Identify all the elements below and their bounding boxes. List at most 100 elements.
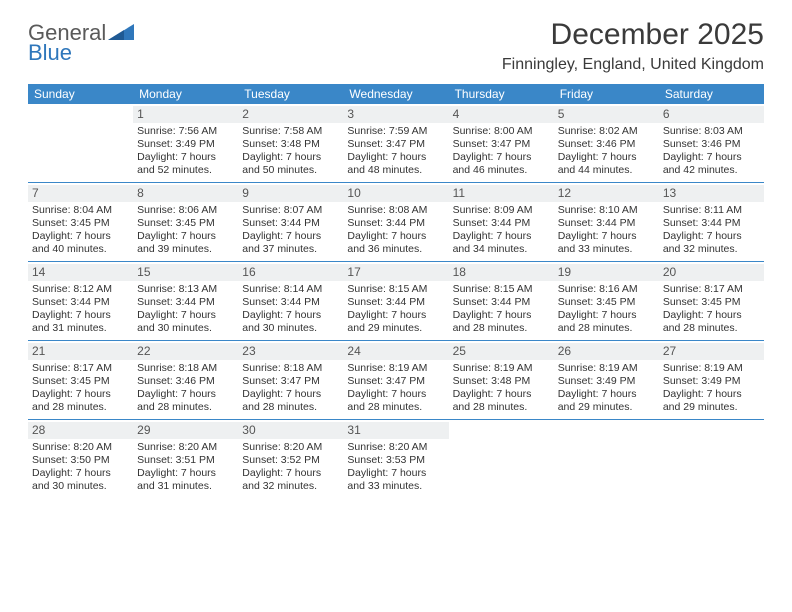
day-number: 19 xyxy=(554,264,659,281)
daylight-text: and 30 minutes. xyxy=(32,480,129,493)
sunrise-text: Sunrise: 8:02 AM xyxy=(558,125,655,138)
day-cell: 5Sunrise: 8:02 AMSunset: 3:46 PMDaylight… xyxy=(554,104,659,182)
sunset-text: Sunset: 3:44 PM xyxy=(453,217,550,230)
day-cell: 12Sunrise: 8:10 AMSunset: 3:44 PMDayligh… xyxy=(554,183,659,261)
daylight-text: and 30 minutes. xyxy=(242,322,339,335)
daylight-text: Daylight: 7 hours xyxy=(137,388,234,401)
sunset-text: Sunset: 3:51 PM xyxy=(137,454,234,467)
page-header: General Blue December 2025 Finningley, E… xyxy=(28,18,764,74)
sunset-text: Sunset: 3:47 PM xyxy=(242,375,339,388)
sunrise-text: Sunrise: 8:18 AM xyxy=(242,362,339,375)
day-cell: 25Sunrise: 8:19 AMSunset: 3:48 PMDayligh… xyxy=(449,341,554,419)
daylight-text: Daylight: 7 hours xyxy=(242,230,339,243)
day-number: 31 xyxy=(343,422,448,439)
daylight-text: Daylight: 7 hours xyxy=(242,388,339,401)
day-cell xyxy=(659,420,764,498)
sunrise-text: Sunrise: 8:20 AM xyxy=(137,441,234,454)
day-number: 11 xyxy=(449,185,554,202)
day-number: 21 xyxy=(28,343,133,360)
sunset-text: Sunset: 3:47 PM xyxy=(347,375,444,388)
daylight-text: Daylight: 7 hours xyxy=(137,151,234,164)
daylight-text: Daylight: 7 hours xyxy=(32,388,129,401)
daylight-text: Daylight: 7 hours xyxy=(347,467,444,480)
sunrise-text: Sunrise: 8:17 AM xyxy=(32,362,129,375)
day-number: 6 xyxy=(659,106,764,123)
daylight-text: and 46 minutes. xyxy=(453,164,550,177)
daylight-text: Daylight: 7 hours xyxy=(242,467,339,480)
daylight-text: and 50 minutes. xyxy=(242,164,339,177)
calendar-grid: Sunday Monday Tuesday Wednesday Thursday… xyxy=(28,84,764,498)
day-cell: 21Sunrise: 8:17 AMSunset: 3:45 PMDayligh… xyxy=(28,341,133,419)
day-header: Friday xyxy=(554,84,659,104)
day-number: 14 xyxy=(28,264,133,281)
sunrise-text: Sunrise: 7:59 AM xyxy=(347,125,444,138)
day-number: 24 xyxy=(343,343,448,360)
daylight-text: and 28 minutes. xyxy=(663,322,760,335)
day-number: 20 xyxy=(659,264,764,281)
daylight-text: Daylight: 7 hours xyxy=(453,388,550,401)
sunrise-text: Sunrise: 7:58 AM xyxy=(242,125,339,138)
sunrise-text: Sunrise: 8:16 AM xyxy=(558,283,655,296)
sunrise-text: Sunrise: 8:04 AM xyxy=(32,204,129,217)
sunset-text: Sunset: 3:44 PM xyxy=(347,296,444,309)
day-number: 17 xyxy=(343,264,448,281)
day-cell xyxy=(28,104,133,182)
daylight-text: and 37 minutes. xyxy=(242,243,339,256)
calendar-page: General Blue December 2025 Finningley, E… xyxy=(0,0,792,498)
sunrise-text: Sunrise: 8:11 AM xyxy=(663,204,760,217)
sunrise-text: Sunrise: 8:09 AM xyxy=(453,204,550,217)
page-title: December 2025 xyxy=(502,18,764,52)
sunset-text: Sunset: 3:47 PM xyxy=(347,138,444,151)
daylight-text: Daylight: 7 hours xyxy=(347,230,444,243)
daylight-text: Daylight: 7 hours xyxy=(242,309,339,322)
day-number: 10 xyxy=(343,185,448,202)
day-cell: 22Sunrise: 8:18 AMSunset: 3:46 PMDayligh… xyxy=(133,341,238,419)
day-header: Sunday xyxy=(28,84,133,104)
daylight-text: and 48 minutes. xyxy=(347,164,444,177)
day-cell xyxy=(449,420,554,498)
sunset-text: Sunset: 3:44 PM xyxy=(558,217,655,230)
daylight-text: and 28 minutes. xyxy=(558,322,655,335)
sunset-text: Sunset: 3:45 PM xyxy=(32,217,129,230)
daylight-text: Daylight: 7 hours xyxy=(347,151,444,164)
daylight-text: and 44 minutes. xyxy=(558,164,655,177)
sunrise-text: Sunrise: 8:20 AM xyxy=(32,441,129,454)
sunrise-text: Sunrise: 8:13 AM xyxy=(137,283,234,296)
day-header: Monday xyxy=(133,84,238,104)
sunset-text: Sunset: 3:45 PM xyxy=(663,296,760,309)
sunrise-text: Sunrise: 8:06 AM xyxy=(137,204,234,217)
daylight-text: and 28 minutes. xyxy=(453,322,550,335)
week-row: 28Sunrise: 8:20 AMSunset: 3:50 PMDayligh… xyxy=(28,420,764,498)
day-cell: 23Sunrise: 8:18 AMSunset: 3:47 PMDayligh… xyxy=(238,341,343,419)
sunrise-text: Sunrise: 8:15 AM xyxy=(347,283,444,296)
daylight-text: Daylight: 7 hours xyxy=(32,467,129,480)
day-cell: 3Sunrise: 7:59 AMSunset: 3:47 PMDaylight… xyxy=(343,104,448,182)
daylight-text: Daylight: 7 hours xyxy=(137,467,234,480)
day-cell: 29Sunrise: 8:20 AMSunset: 3:51 PMDayligh… xyxy=(133,420,238,498)
sunset-text: Sunset: 3:44 PM xyxy=(137,296,234,309)
daylight-text: Daylight: 7 hours xyxy=(663,151,760,164)
sunset-text: Sunset: 3:44 PM xyxy=(242,217,339,230)
sunrise-text: Sunrise: 8:10 AM xyxy=(558,204,655,217)
day-cell: 19Sunrise: 8:16 AMSunset: 3:45 PMDayligh… xyxy=(554,262,659,340)
day-cell: 24Sunrise: 8:19 AMSunset: 3:47 PMDayligh… xyxy=(343,341,448,419)
week-row: 14Sunrise: 8:12 AMSunset: 3:44 PMDayligh… xyxy=(28,262,764,341)
sunset-text: Sunset: 3:45 PM xyxy=(137,217,234,230)
daylight-text: and 33 minutes. xyxy=(347,480,444,493)
day-number: 4 xyxy=(449,106,554,123)
day-cell: 13Sunrise: 8:11 AMSunset: 3:44 PMDayligh… xyxy=(659,183,764,261)
week-row: 21Sunrise: 8:17 AMSunset: 3:45 PMDayligh… xyxy=(28,341,764,420)
day-number: 2 xyxy=(238,106,343,123)
sunrise-text: Sunrise: 7:56 AM xyxy=(137,125,234,138)
daylight-text: and 30 minutes. xyxy=(137,322,234,335)
day-cell: 18Sunrise: 8:15 AMSunset: 3:44 PMDayligh… xyxy=(449,262,554,340)
sunrise-text: Sunrise: 8:20 AM xyxy=(347,441,444,454)
daylight-text: and 32 minutes. xyxy=(663,243,760,256)
daylight-text: and 29 minutes. xyxy=(558,401,655,414)
day-cell: 30Sunrise: 8:20 AMSunset: 3:52 PMDayligh… xyxy=(238,420,343,498)
sunset-text: Sunset: 3:49 PM xyxy=(663,375,760,388)
sunset-text: Sunset: 3:46 PM xyxy=(663,138,760,151)
daylight-text: and 28 minutes. xyxy=(347,401,444,414)
sunset-text: Sunset: 3:44 PM xyxy=(663,217,760,230)
sunset-text: Sunset: 3:44 PM xyxy=(347,217,444,230)
